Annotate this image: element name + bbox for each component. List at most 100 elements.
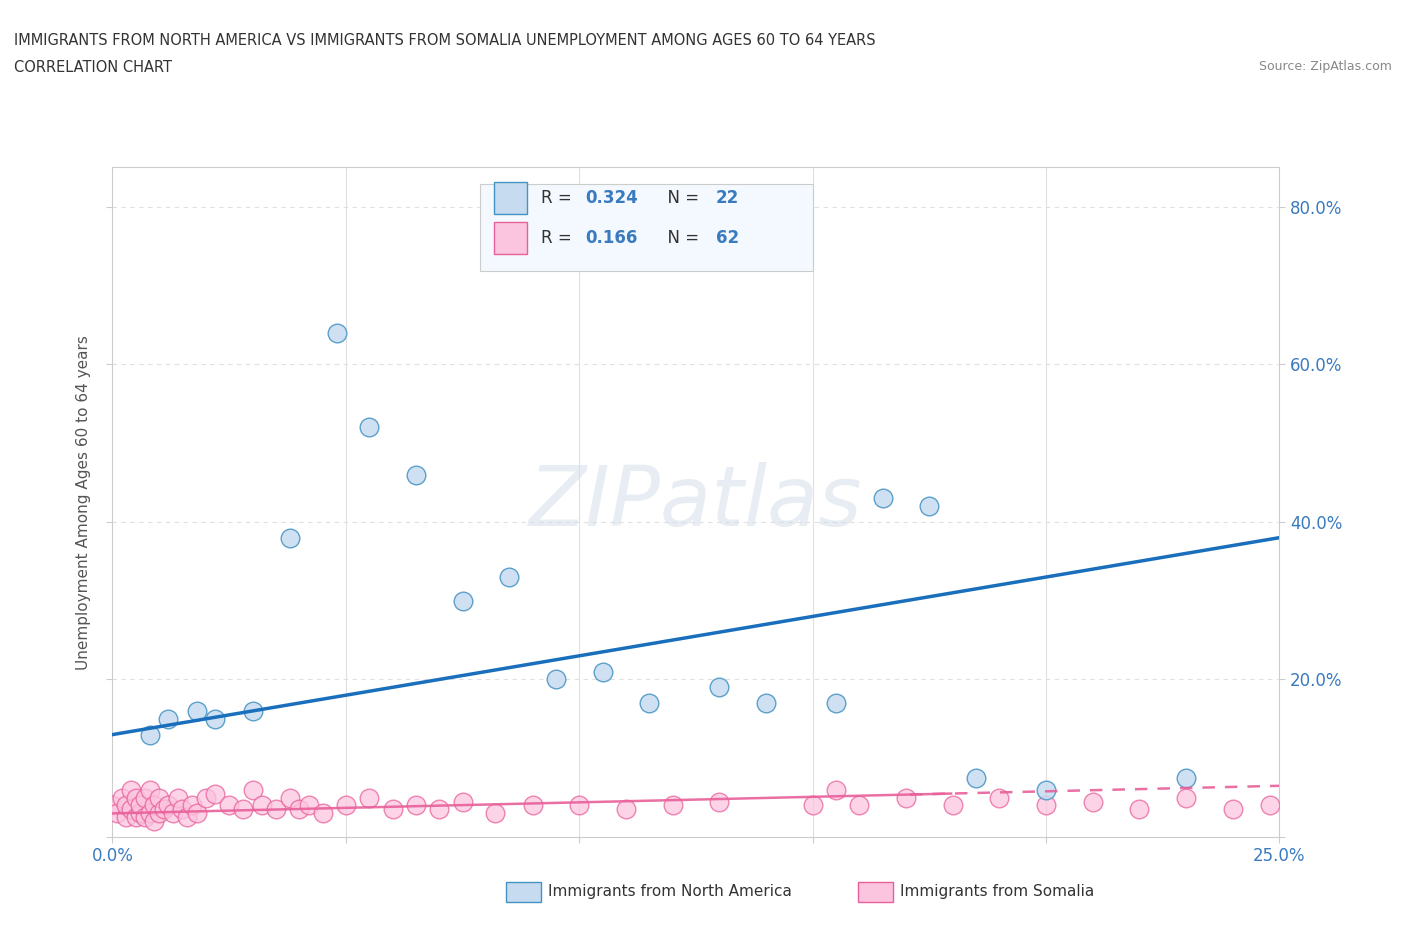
Point [1222, 802, 1244, 817]
Point [204, 711, 226, 726]
Point [335, 798, 357, 813]
Point [918, 498, 941, 513]
Point [359, 420, 381, 435]
Point [139, 806, 162, 821]
Point [661, 798, 683, 813]
Point [405, 467, 427, 482]
Point [166, 790, 188, 805]
Text: ZIPatlas: ZIPatlas [529, 461, 863, 543]
Point [176, 810, 198, 825]
Point [288, 802, 311, 817]
Point [451, 794, 474, 809]
Y-axis label: Unemployment Among Ages 60 to 64 years: Unemployment Among Ages 60 to 64 years [76, 335, 91, 670]
Point [297, 798, 319, 813]
Text: Immigrants from North America: Immigrants from North America [548, 884, 792, 899]
Text: Source: ZipAtlas.com: Source: ZipAtlas.com [1258, 60, 1392, 73]
Point [204, 786, 226, 801]
Text: CORRELATION CHART: CORRELATION CHART [14, 60, 172, 75]
Point [157, 798, 180, 813]
Point [278, 790, 301, 805]
Point [381, 802, 404, 817]
Point [134, 790, 156, 805]
Point [186, 703, 208, 718]
Point [988, 790, 1011, 805]
Bar [494, 222, 527, 255]
Point [111, 790, 134, 805]
Point [1175, 770, 1198, 785]
Point [139, 727, 162, 742]
Point [232, 802, 254, 817]
Point [311, 806, 333, 821]
Point [801, 798, 824, 813]
Text: 0.166: 0.166 [585, 230, 637, 247]
Point [1081, 794, 1104, 809]
Point [264, 802, 287, 817]
Point [242, 703, 264, 718]
Point [125, 790, 148, 805]
Point [105, 806, 128, 821]
Point [544, 672, 567, 687]
Text: 22: 22 [716, 189, 740, 207]
Point [755, 696, 778, 711]
Point [120, 802, 142, 817]
Point [194, 790, 217, 805]
Point [825, 696, 848, 711]
Point [359, 790, 381, 805]
Point [325, 326, 347, 340]
Point [848, 798, 870, 813]
Text: IMMIGRANTS FROM NORTH AMERICA VS IMMIGRANTS FROM SOMALIA UNEMPLOYMENT AMONG AGES: IMMIGRANTS FROM NORTH AMERICA VS IMMIGRA… [14, 33, 876, 47]
Point [592, 664, 614, 679]
Point [157, 711, 180, 726]
Point [484, 806, 506, 821]
Text: 0.324: 0.324 [585, 189, 638, 207]
Point [250, 798, 273, 813]
Point [115, 798, 138, 813]
Point [614, 802, 637, 817]
Point [139, 782, 162, 797]
Point [405, 798, 427, 813]
Point [125, 810, 148, 825]
Point [427, 802, 450, 817]
Text: 62: 62 [716, 230, 740, 247]
Point [522, 798, 544, 813]
Point [134, 810, 156, 825]
Point [451, 593, 474, 608]
Point [172, 802, 194, 817]
Point [1175, 790, 1198, 805]
Point [638, 696, 661, 711]
Point [825, 782, 848, 797]
Point [1035, 782, 1057, 797]
Text: R =: R = [541, 230, 576, 247]
Text: R =: R = [541, 189, 576, 207]
Text: Immigrants from Somalia: Immigrants from Somalia [900, 884, 1094, 899]
Point [894, 790, 917, 805]
Point [148, 790, 170, 805]
Point [115, 810, 138, 825]
Point [101, 798, 124, 813]
Text: N =: N = [658, 189, 704, 207]
Point [278, 530, 301, 545]
Point [120, 782, 142, 797]
Point [143, 814, 166, 829]
Point [129, 806, 152, 821]
Point [242, 782, 264, 797]
Point [568, 798, 591, 813]
Text: N =: N = [658, 230, 704, 247]
Point [143, 798, 166, 813]
Point [218, 798, 240, 813]
Point [148, 806, 170, 821]
Point [872, 491, 894, 506]
Bar [479, 184, 813, 272]
Point [709, 680, 731, 695]
Point [162, 806, 184, 821]
Point [942, 798, 965, 813]
Point [709, 794, 731, 809]
Point [1258, 798, 1281, 813]
Point [186, 806, 208, 821]
Point [1128, 802, 1150, 817]
Point [153, 802, 176, 817]
Point [498, 569, 520, 584]
Point [965, 770, 987, 785]
Bar [494, 182, 527, 214]
Point [180, 798, 202, 813]
